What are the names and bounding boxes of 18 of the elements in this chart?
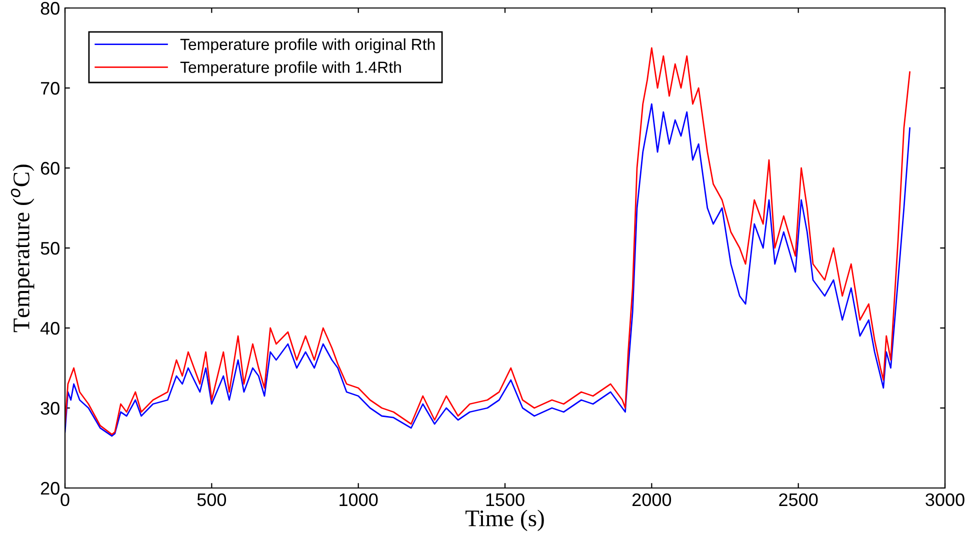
x-tick-label: 2500 xyxy=(779,493,818,506)
x-tick-label: 2000 xyxy=(632,493,672,506)
x-tick-label: 1000 xyxy=(340,493,378,506)
y-tick-label: 80 xyxy=(40,2,60,15)
y-tick-label: 70 xyxy=(40,82,60,95)
legend-label: Temperature profile with 1.4Rth xyxy=(180,61,401,76)
x-tick-label: 1500 xyxy=(486,493,524,506)
y-tick-label: 50 xyxy=(40,242,60,255)
x-tick-label: 0 xyxy=(60,493,70,506)
y-tick-label: 40 xyxy=(40,322,60,335)
y-tick-label: 20 xyxy=(40,482,60,495)
legend-label: Temperature profile with original Rth xyxy=(180,38,435,54)
y-tick-label: 60 xyxy=(40,162,60,175)
x-axis-title: Time (s) xyxy=(466,510,544,532)
y-tick-label: 30 xyxy=(40,402,60,415)
x-tick-label: 500 xyxy=(197,493,226,506)
x-tick-label: 3000 xyxy=(926,493,964,506)
y-axis-title: Temperature ($^{o}$C) xyxy=(10,164,34,332)
